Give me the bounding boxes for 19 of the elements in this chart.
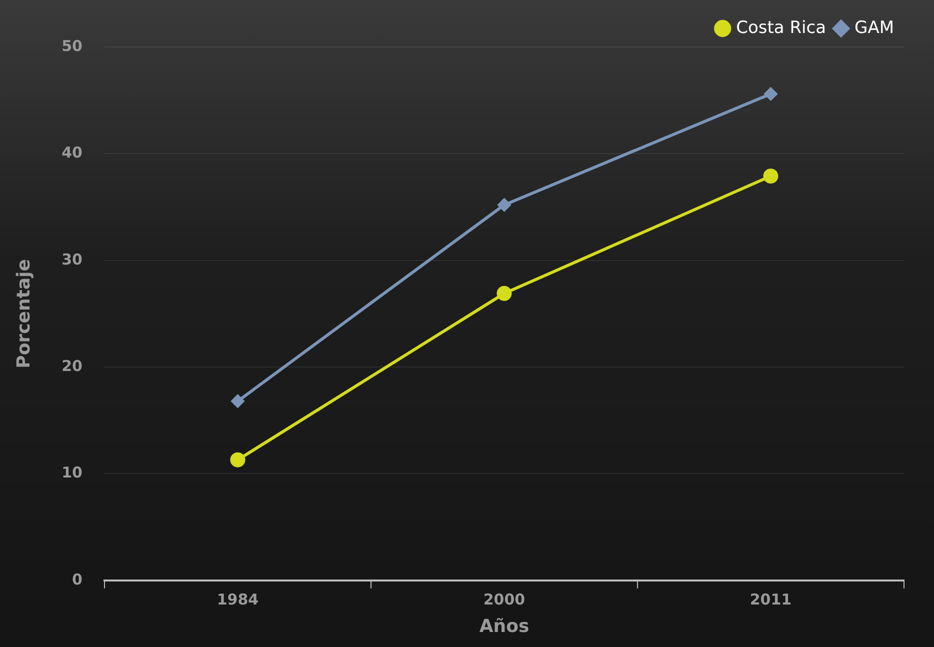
y-tick-label: 30 <box>62 250 82 268</box>
legend-label: GAM <box>854 18 894 38</box>
point <box>763 168 778 184</box>
x-tick-label: 1984 <box>216 590 259 608</box>
legend-label: Costa Rica <box>736 18 826 38</box>
y-tick-label: 50 <box>62 36 82 55</box>
y-tick-label: 40 <box>62 144 82 162</box>
y-tick-label: 20 <box>62 356 82 375</box>
point <box>498 198 511 212</box>
point <box>231 394 244 408</box>
x-axis-title: Años <box>479 616 530 637</box>
y-tick-label: 10 <box>62 464 82 482</box>
point <box>230 452 246 468</box>
y-axis-title: Porcentaje <box>13 259 34 368</box>
x-tick-label: 2000 <box>483 590 526 608</box>
x-tick-label: 2011 <box>750 590 792 608</box>
point <box>764 87 778 100</box>
point <box>496 286 512 301</box>
y-tick-label: 0 <box>72 570 82 588</box>
